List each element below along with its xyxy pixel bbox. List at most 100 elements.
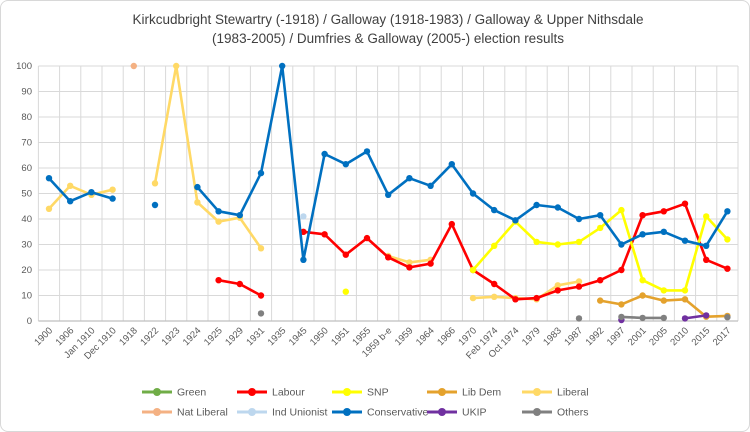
data-point-marker (618, 241, 625, 248)
x-tick-label: 1918 (117, 325, 140, 348)
series-snp (342, 206, 731, 295)
legend-item-lib-dem: Lib Dem (427, 387, 501, 399)
series-line (683, 314, 708, 320)
data-point-marker (363, 234, 371, 242)
data-point-marker (618, 266, 625, 274)
x-tick-label: 1935 (266, 325, 289, 348)
data-point-marker (554, 282, 561, 289)
data-point-marker (724, 208, 731, 215)
data-point-marker (300, 256, 307, 263)
series-layer (45, 62, 731, 324)
data-point-marker (703, 256, 710, 263)
data-point-marker (639, 277, 646, 284)
y-tick-label: 100 (16, 61, 32, 72)
legend-marker-dot (153, 388, 161, 396)
x-tick-label: 1931 (244, 325, 267, 348)
legend-label: Green (177, 387, 206, 399)
data-point-marker (703, 242, 710, 249)
legend-marker-dot (248, 388, 256, 396)
data-point-marker (385, 254, 392, 261)
x-tick-label: 1900 (32, 325, 55, 348)
x-tick-label: 1966 (435, 325, 458, 348)
data-point-marker (448, 161, 455, 168)
x-tick-label: 2005 (647, 325, 670, 348)
legend-item-labour: Labour (237, 387, 305, 399)
data-point-marker (533, 294, 540, 302)
x-tick-label: 1983 (541, 325, 564, 348)
data-point-marker (45, 205, 53, 212)
data-point-marker (575, 315, 583, 322)
data-point-marker (257, 292, 265, 299)
data-point-marker (639, 314, 646, 322)
legend-label: Ind Unionist (272, 407, 328, 419)
x-tick-label: 1945 (287, 325, 310, 348)
gridlines (37, 65, 739, 321)
y-tick-label: 80 (21, 112, 32, 123)
x-tick-label: 1987 (562, 325, 585, 348)
legend-marker-dot (343, 408, 351, 416)
data-point-marker (660, 208, 667, 215)
data-point-marker (67, 198, 74, 205)
data-point-marker (681, 287, 689, 294)
series-others (257, 310, 731, 322)
data-point-marker (618, 313, 625, 321)
x-tick-label: 2017 (711, 325, 734, 348)
data-point-marker (639, 292, 646, 299)
x-tick-label: 1924 (181, 325, 204, 348)
x-tick-label: 1923 (160, 325, 183, 348)
data-point-marker (194, 199, 201, 206)
y-tick-label: 70 (21, 138, 32, 149)
y-tick-label: 40 (21, 214, 32, 225)
data-point-marker (469, 266, 477, 274)
data-point-marker (533, 238, 540, 246)
legend-item-snp: SNP (332, 387, 389, 399)
x-tick-label: 1979 (520, 325, 543, 348)
data-point-marker (67, 182, 74, 189)
data-point-marker (151, 201, 159, 209)
data-point-marker (660, 314, 667, 322)
data-point-marker (215, 218, 222, 225)
legend-item-ind-unionist: Ind Unionist (237, 407, 328, 419)
data-point-marker (427, 182, 434, 189)
data-point-marker (575, 278, 583, 285)
data-point-marker (491, 206, 498, 214)
x-tick-label: 1959 (393, 325, 416, 348)
data-point-marker (554, 287, 561, 294)
data-point-marker (215, 208, 222, 215)
data-point-marker (597, 277, 604, 284)
x-tick-label: 1997 (605, 325, 628, 348)
data-point-marker (236, 280, 243, 288)
data-point-marker (724, 265, 731, 272)
x-tick-label: 2001 (626, 325, 649, 348)
data-point-marker (597, 212, 604, 219)
data-point-marker (597, 224, 604, 232)
data-point-marker (681, 315, 689, 322)
series-conservative (45, 62, 731, 263)
legend-label: Lib Dem (462, 387, 501, 399)
series-nat-liberal (130, 62, 137, 70)
legend-item-conservative: Conservative (332, 407, 428, 419)
data-point-marker (109, 195, 116, 202)
x-tick-label: 1922 (138, 325, 161, 348)
data-point-marker (406, 264, 413, 271)
legend-marker-dot (153, 408, 161, 416)
series-line (196, 64, 729, 262)
data-point-marker (554, 204, 561, 211)
data-point-marker (342, 288, 349, 295)
x-tick-label: 2010 (668, 325, 691, 348)
x-tick-label: 1951 (329, 325, 352, 348)
y-tick-label: 20 (21, 265, 32, 276)
data-point-marker (257, 169, 265, 177)
legend-label: Nat Liberal (177, 407, 228, 419)
data-point-marker (618, 206, 625, 214)
legend-marker-dot (533, 408, 541, 416)
data-point-marker (681, 237, 689, 244)
data-point-marker (491, 280, 498, 288)
y-tick-label: 60 (21, 163, 32, 174)
data-point-marker (279, 62, 286, 70)
legend-label: UKIP (462, 407, 487, 419)
data-point-marker (554, 241, 561, 248)
